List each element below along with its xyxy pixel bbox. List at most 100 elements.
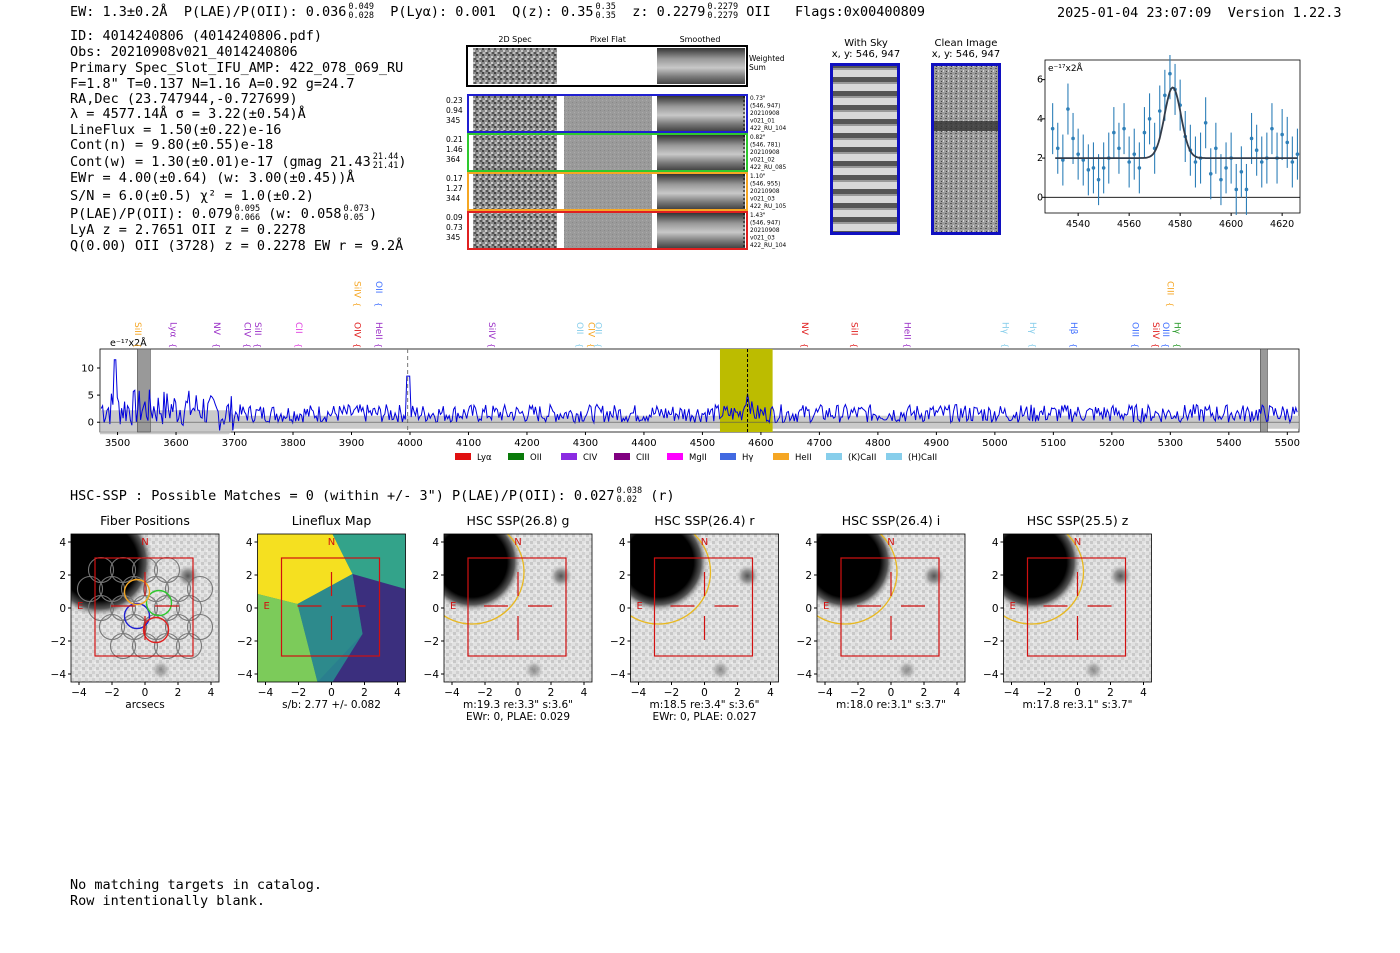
legend-label: Lyα (477, 453, 492, 463)
cutout-y-tick-label: 2 (432, 570, 439, 582)
cutout-y-tick-label: 0 (619, 603, 626, 615)
spectrum-line-bracket: { (850, 343, 859, 348)
zoom-point (1127, 160, 1131, 164)
cutout-x-tick-label: −2 (291, 687, 306, 699)
spec2d-row-value: 0.73 (446, 223, 463, 232)
info-id: ID: 4014240806 (4014240806.pdf) (70, 28, 322, 44)
spectrum-line-label: OII (574, 322, 584, 334)
cutout-faint-source (1108, 564, 1133, 588)
header-z-line: OII (746, 4, 771, 20)
cutout-title: HSC SSP(26.8) g (467, 513, 570, 528)
cutout-faint-source (151, 660, 171, 680)
line-zoom-plot: 4540 4560 4580 4600 4620 0 2 4 6 e⁻¹⁷x2Å (1037, 55, 1301, 230)
spectrum-x-tick-label: 4300 (573, 438, 598, 449)
cutout-x-tick-label: 4 (767, 687, 774, 699)
spec2d-row-2d (473, 213, 557, 248)
spectrum-line-label: Hβ (1068, 322, 1078, 335)
spectrum-line-bracket: { (1028, 343, 1037, 348)
spectrum-line-bracket: { (1161, 343, 1170, 348)
spectrum-line-label: SiII (252, 322, 262, 336)
zoom-point (1249, 136, 1254, 141)
legend-label: (K)CaII (848, 453, 876, 463)
cutout-caption: arcsecs (125, 699, 164, 711)
zoom-point (1061, 158, 1065, 162)
imaging-cutouts: Fiber Positions N E −4 −4 −2 −2 0 0 2 2 4 4 arcsecs Li… (51, 513, 1152, 723)
spectrum-x-tick-label: 5500 (1275, 438, 1300, 449)
cutout-aperture-ellipse (1003, 534, 1085, 625)
cutout-title: HSC SSP(25.5) z (1027, 513, 1129, 528)
spectrum-line-bracket: { (294, 343, 303, 348)
info-sn: S/N = 6.0(±0.5) χ² = 1.0(±0.2) (70, 188, 314, 204)
zoom-y-tick-label: 6 (1037, 75, 1043, 86)
header-timestamp: 2025-01-04 23:07:09 Version 1.22.3 (1057, 5, 1342, 21)
spec2d-row-meta: 0.73" (750, 96, 766, 102)
cutout-faint-source (735, 564, 760, 588)
cutout-search-box (1026, 557, 1127, 657)
header-summary: EW: 1.3±0.2Å P(LAE)/P(OII): 0.036 0.049 0.… (70, 3, 925, 21)
sky-cutouts (830, 63, 1001, 235)
spec2d-row-meta: (546, 947) (750, 221, 780, 227)
spectrum-line-bracket: { (243, 343, 252, 348)
cutout-search-box (840, 557, 940, 657)
cutout-y-tick-label: 2 (59, 570, 66, 582)
cutout-faint-source (549, 564, 573, 588)
spectrum-line-label: CIV (585, 322, 595, 338)
info-contn: Cont(n) = 9.80(±0.55)e-18 (70, 137, 274, 153)
info-lambda: λ = 4577.14Å σ = 3.22(±0.54)Å (70, 106, 306, 122)
spectrum-line-label: Hγ (1027, 322, 1037, 335)
spec2d-row-value: 1.46 (446, 145, 463, 154)
cutout-x-tick-label: 2 (734, 687, 741, 699)
header-plya: P(Lyα): 0.001 (390, 4, 496, 20)
cutout-y-tick-label: 0 (246, 603, 253, 615)
spec2d-row-2d (473, 174, 557, 209)
spectrum-unit-label: e⁻¹⁷x2Å (110, 337, 147, 349)
spectrum-x-tick-label: 4800 (865, 438, 890, 449)
spectrum-line-label: CIV (242, 322, 252, 338)
zoom-gaussian-fit (1055, 86, 1298, 159)
spectrum-line-bracket: { (902, 343, 911, 348)
zoom-point (1122, 126, 1126, 131)
spectrum-line-label: Lyα (167, 322, 177, 338)
fiber-circle (186, 575, 214, 603)
east-label: E (450, 601, 456, 612)
spec2d-row-meta: (546, 955) (750, 182, 780, 188)
zoom-point (1147, 117, 1152, 121)
north-label: N (701, 537, 708, 548)
spectrum-x-tick-label: 4100 (456, 438, 481, 449)
zoom-point (1280, 132, 1284, 137)
cutout-y-tick-label: −2 (983, 636, 998, 648)
spec2d-row-meta: v021_03 (750, 197, 775, 203)
zoom-point (1055, 146, 1060, 151)
cutout-y-tick-label: 2 (992, 570, 999, 582)
legend-label: CIII (636, 453, 649, 463)
info-radec: RA,Dec (23.747944,-0.727699) (70, 91, 298, 107)
cutout-y-tick-label: 4 (246, 537, 253, 549)
spec2d-row-meta: 20210908 (750, 189, 780, 195)
spectrum-x-tick-label: 5300 (1158, 438, 1183, 449)
spectrum-line-window (719, 349, 773, 432)
zoom-point (1254, 148, 1259, 153)
cutout-x-tick-label: −4 (631, 687, 647, 699)
header-qz: Q(z): 0.35 (512, 4, 594, 20)
cutout-y-tick-label: 0 (432, 603, 439, 615)
fiber-circle-red (142, 616, 170, 644)
legend-label: HeII (795, 453, 812, 463)
spectrum-line-label: SiIV (486, 322, 496, 340)
spec2d-row-smoothed (657, 96, 745, 131)
cutout-faint-source (922, 564, 946, 588)
spec2d-row-meta: 422_RU_105 (750, 204, 787, 210)
spectrum-x-tick-label: 4700 (807, 438, 832, 449)
spectrum-x-tick-label: 4200 (514, 438, 539, 449)
zoom-x-tick-label: 4580 (1168, 219, 1192, 230)
cutout-x-tick-label: 4 (954, 687, 961, 699)
spectrum-line-label: CIII (1164, 281, 1174, 295)
cutout-search-box (653, 557, 754, 657)
spectrum-x-tick-label: 4900 (924, 438, 949, 449)
cutout-caption: s/b: 2.77 +/- 0.082 (282, 699, 381, 711)
cutout-x-tick-label: −2 (477, 687, 492, 699)
cutout-bright-star (630, 534, 709, 612)
spec2d-row-value: 345 (446, 233, 461, 242)
zoom-point (1203, 120, 1208, 125)
spec2d-row-value: 345 (446, 116, 461, 125)
fiber-circle (186, 613, 214, 641)
